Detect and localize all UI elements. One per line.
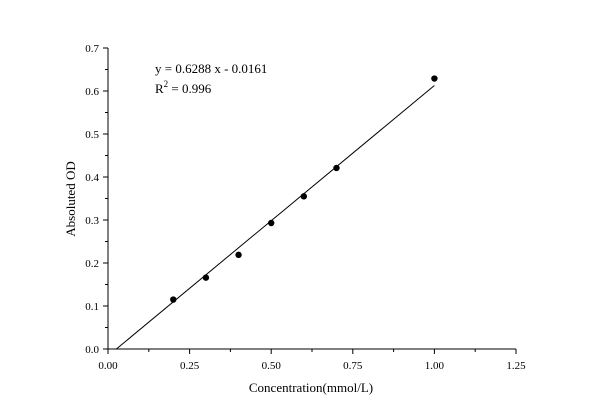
- data-point: [268, 219, 275, 227]
- r-squared-label: R2 = 0.996: [155, 79, 212, 96]
- x-tick-label: 0.50: [262, 360, 282, 372]
- data-point: [333, 164, 340, 172]
- regression-equation: y = 0.6288 x - 0.0161: [155, 61, 267, 76]
- x-tick-label: 0.75: [343, 360, 363, 372]
- x-axis-title: Concentration(mmol/L): [249, 380, 373, 395]
- y-axis-ticks: 0.0 0.1 0.2 0.3 0.4 0.5 0.6 0.7: [85, 43, 108, 356]
- data-point: [235, 251, 242, 259]
- fit-line: [116, 85, 435, 350]
- r-squared-prefix: R: [155, 81, 164, 96]
- y-tick-label: 0.7: [85, 43, 99, 55]
- x-tick-label: 1.25: [506, 360, 526, 372]
- data-point: [170, 296, 177, 303]
- y-tick-label: 0.3: [85, 215, 99, 227]
- y-axis-title: Absoluted OD: [63, 161, 78, 236]
- x-tick-label: 1.00: [425, 360, 445, 372]
- r-squared-superscript: 2: [164, 79, 169, 89]
- x-tick-label: 0.25: [180, 360, 200, 372]
- y-tick-label: 0.1: [85, 301, 99, 313]
- data-point: [300, 193, 308, 200]
- y-tick-label: 0.4: [85, 172, 99, 184]
- data-point: [202, 274, 210, 281]
- y-tick-label: 0.2: [85, 258, 99, 270]
- y-tick-label: 0.5: [85, 129, 99, 141]
- y-tick-label: 0.6: [85, 86, 99, 98]
- x-tick-label: 0.00: [98, 360, 118, 372]
- x-axis-ticks: 0.00 0.25 0.50 0.75 1.00 1.25: [98, 349, 526, 372]
- data-point: [431, 75, 438, 82]
- data-points: [170, 75, 438, 303]
- fit-line-group: [116, 85, 435, 350]
- r-squared-value: = 0.996: [168, 81, 212, 96]
- y-tick-label: 0.0: [85, 344, 99, 356]
